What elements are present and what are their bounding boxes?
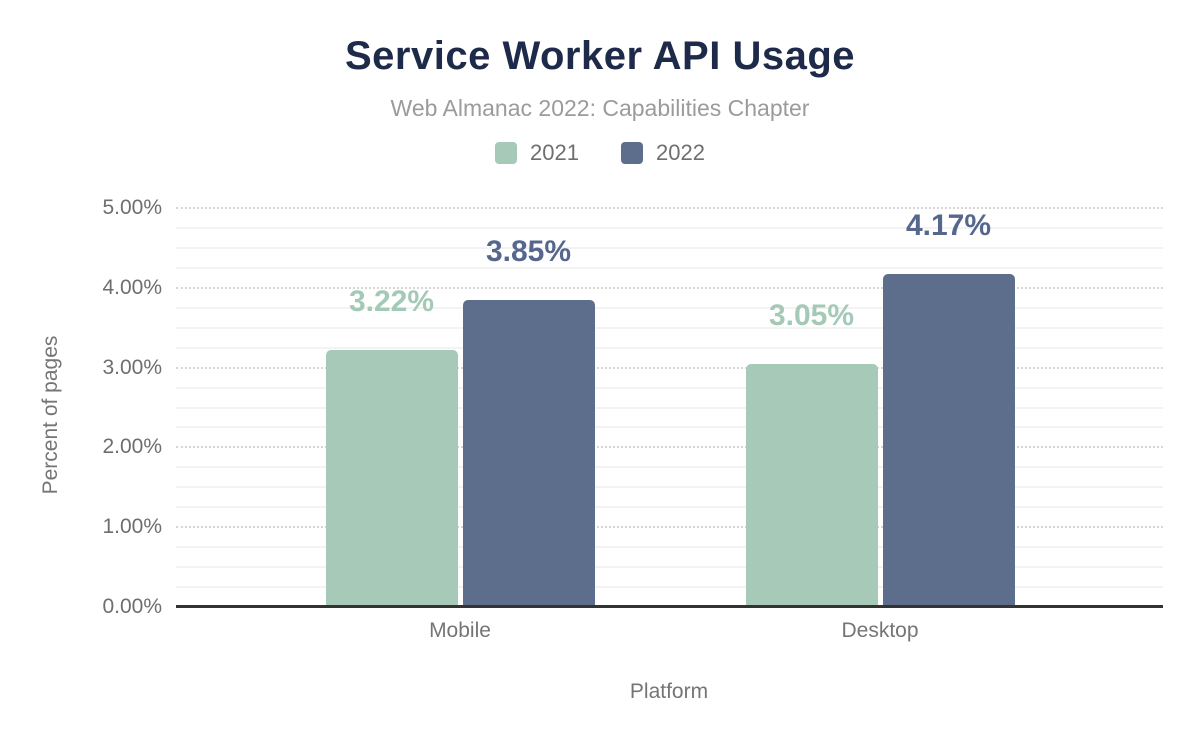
- x-axis-title: Platform: [629, 680, 709, 703]
- gridline-minor: [176, 346, 1163, 349]
- gridline-minor: [176, 506, 1163, 509]
- y-tick-label: 3.00%: [102, 355, 162, 379]
- gridline-minor: [176, 386, 1163, 389]
- plot-area: 0.00% 1.00% 2.00% 3.00% 4.00% 5.00% 3.22% 3.05%…: [102, 196, 1163, 642]
- legend-label-2021: 2021: [530, 140, 579, 165]
- legend: 2021 2022: [0, 141, 1200, 165]
- gridline-major: [176, 286, 1163, 289]
- y-tick-label: 0.00%: [102, 595, 162, 618]
- gridline-major: [176, 446, 1163, 449]
- chart-subtitle: Web Almanac 2022: Capabilities Chapter: [390, 95, 810, 121]
- gridline-minor: [176, 586, 1163, 589]
- bar-2021-desktop: [745, 363, 878, 607]
- bar-value-label-2021-desktop: 3.05%: [768, 298, 855, 332]
- x-axis-baseline: [176, 605, 1163, 608]
- legend-swatch-2022: [621, 142, 643, 164]
- bar-2022-mobile: [462, 299, 595, 607]
- bar-2021-mobile: [325, 350, 458, 607]
- gridline-major: [176, 526, 1163, 529]
- gridline-minor: [176, 546, 1163, 549]
- gridline-minor: [176, 306, 1163, 309]
- y-tick-label: 1.00%: [102, 515, 162, 539]
- gridline-major: [176, 366, 1163, 369]
- legend-label-2022: 2022: [656, 140, 705, 165]
- x-tick-label-desktop: Desktop: [841, 619, 919, 642]
- bar-value-label-2022-mobile: 3.85%: [485, 234, 572, 268]
- y-tick-label: 2.00%: [102, 435, 162, 459]
- gridline-major: [176, 207, 1163, 209]
- bar-value-label-2021-mobile: 3.22%: [348, 285, 435, 319]
- y-tick-label: 5.00%: [102, 196, 162, 219]
- bar-value-label-2022-desktop: 4.17%: [905, 209, 992, 243]
- gridline-minor: [176, 326, 1163, 329]
- bar-2022-desktop: [882, 274, 1015, 607]
- x-tick-label-mobile: Mobile: [429, 619, 491, 642]
- gridline-minor: [176, 406, 1163, 409]
- legend-item-2022: 2022: [621, 141, 705, 165]
- y-tick-label: 4.00%: [102, 275, 162, 299]
- gridline-minor: [176, 466, 1163, 469]
- gridline-minor: [176, 566, 1163, 569]
- legend-swatch-2021: [495, 142, 518, 164]
- y-axis-title: Percent of pages: [39, 335, 62, 495]
- chart-title: Service Worker API Usage: [344, 34, 856, 78]
- gridline-minor: [176, 226, 1163, 229]
- gridline-minor: [176, 246, 1163, 249]
- gridline-minor: [176, 426, 1163, 429]
- gridline-minor: [176, 266, 1163, 269]
- gridline-minor: [176, 486, 1163, 489]
- legend-item-2021: 2021: [495, 141, 579, 165]
